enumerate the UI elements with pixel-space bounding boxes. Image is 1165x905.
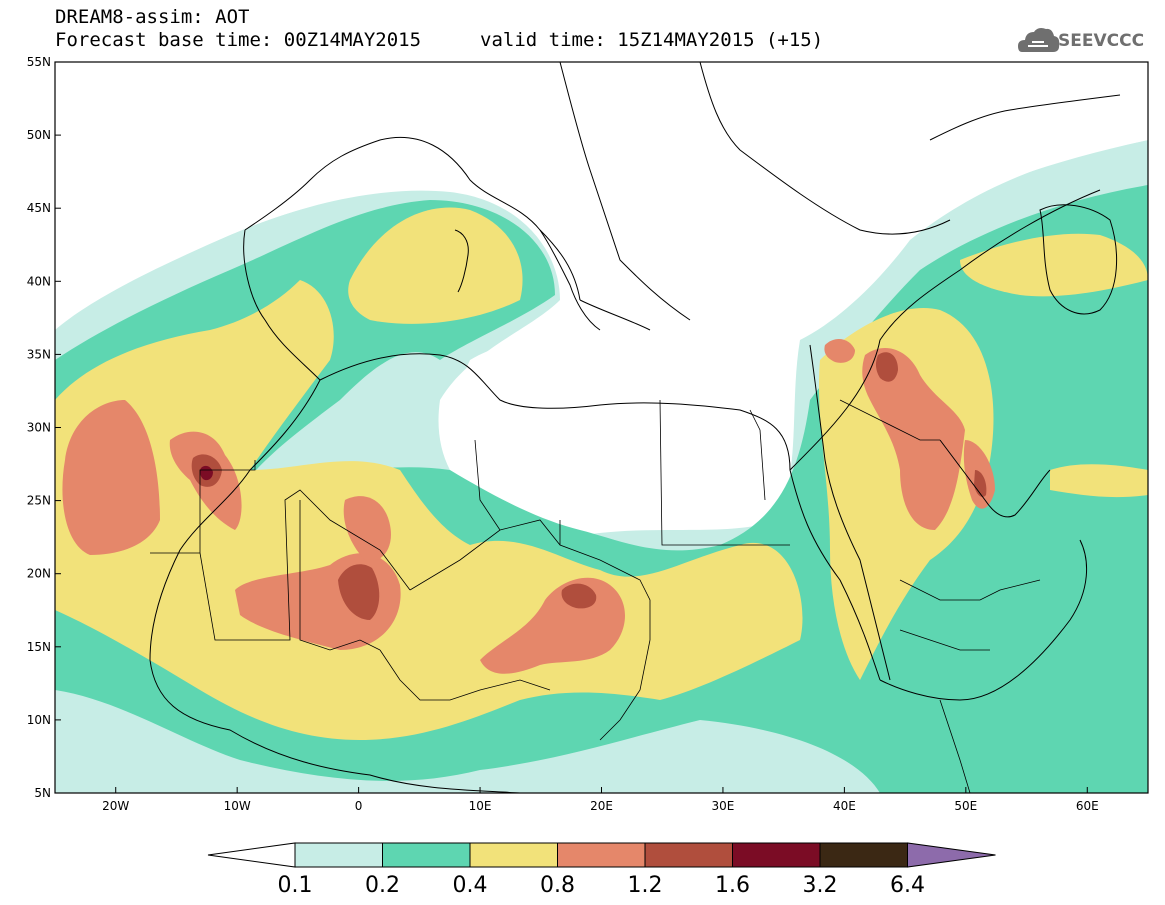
lon-tick-label: 50E	[954, 799, 977, 813]
colorbar-label: 6.4	[890, 873, 925, 898]
aot-level-5	[191, 352, 987, 620]
lon-tick-label: 0	[355, 799, 363, 813]
lat-tick-label: 25N	[27, 494, 51, 508]
lat-tick-label: 35N	[27, 347, 51, 361]
lat-tick-label: 5N	[34, 786, 51, 800]
colorbar-segment	[557, 842, 646, 868]
forecast-base-time: Forecast base time: 00Z14MAY2015	[55, 29, 422, 51]
longitude-axis: 20W 10W 0 10E 20E 30E 40E 50E 60E	[102, 787, 1099, 813]
aot-field	[55, 62, 1148, 793]
lon-tick-label: 20E	[590, 799, 613, 813]
lon-tick-label: 40E	[833, 799, 856, 813]
coastlines	[149, 62, 1121, 793]
colorbar-label: 0.4	[453, 873, 488, 898]
latitude-axis: 55N 50N 45N 40N 35N 30N 25N 20N 15N 10N 5N	[27, 55, 61, 800]
colorbar-label: 0.8	[540, 873, 575, 898]
lon-tick-label: 10E	[469, 799, 492, 813]
lat-tick-label: 50N	[27, 128, 51, 142]
lon-tick-label: 60E	[1076, 799, 1099, 813]
colorbar-label: 3.2	[803, 873, 838, 898]
borders	[150, 399, 1041, 793]
colorbar: 0.1 0.2 0.4 0.8 1.2 1.6 3.2 6.4	[207, 842, 996, 898]
colorbar-label: 1.2	[628, 873, 663, 898]
colorbar-label: 1.6	[715, 873, 750, 898]
colorbar-segment	[469, 842, 558, 868]
lat-tick-label: 15N	[27, 640, 51, 654]
colorbar-segment	[819, 842, 908, 868]
cloud-logo-icon	[1018, 28, 1060, 52]
lat-tick-label: 10N	[27, 713, 51, 727]
clear-areas	[55, 62, 1148, 474]
lat-tick-label: 45N	[27, 201, 51, 215]
colorbar-label: 0.2	[365, 873, 400, 898]
lat-tick-label: 30N	[27, 421, 51, 435]
colorbar-low-arrow	[207, 842, 296, 868]
lat-tick-label: 55N	[27, 55, 51, 69]
colorbar-high-arrow	[907, 842, 996, 868]
aot-level-6	[199, 465, 213, 481]
map-title: DREAM8-assim: AOT	[55, 6, 250, 28]
lon-tick-label: 20W	[102, 799, 129, 813]
colorbar-segment	[382, 842, 471, 868]
logo-text: SEEVCCC	[1058, 31, 1145, 51]
colorbar-segment	[294, 842, 383, 868]
valid-time: valid time: 15Z14MAY2015 (+15)	[480, 29, 824, 51]
colorbar-segment	[732, 842, 821, 868]
colorbar-label: 0.1	[278, 873, 313, 898]
lon-tick-label: 30E	[712, 799, 735, 813]
lat-tick-label: 40N	[27, 274, 51, 288]
lat-tick-label: 20N	[27, 567, 51, 581]
lon-tick-label: 10W	[224, 799, 251, 813]
colorbar-segment	[644, 842, 733, 868]
